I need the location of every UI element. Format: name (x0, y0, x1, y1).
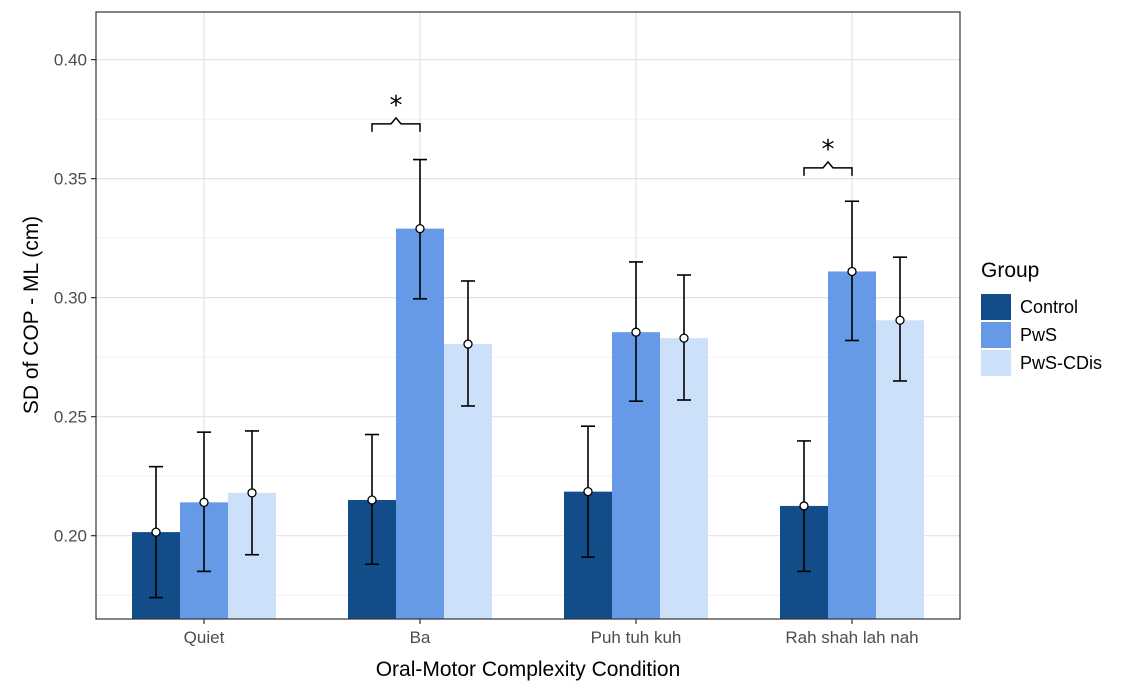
mean-point (895, 315, 905, 325)
y-tick-label: 0.30 (54, 289, 87, 308)
x-tick-label: Ba (410, 628, 431, 647)
legend-label-control: Control (1020, 297, 1078, 317)
x-tick-label: Rah shah lah nah (785, 628, 918, 647)
x-tick-label: Puh tuh kuh (591, 628, 682, 647)
y-axis: 0.20 0.25 0.30 0.35 0.40 (54, 51, 96, 546)
y-tick-label: 0.25 (54, 408, 87, 427)
legend: Group Control PwS PwS-CDis (981, 259, 1102, 376)
mean-point (679, 333, 689, 343)
x-axis: Quiet Ba Puh tuh kuh Rah shah lah nah (184, 619, 919, 647)
mean-point (583, 486, 593, 497)
legend-swatch-pws (981, 322, 1011, 348)
significance-label: * (822, 135, 835, 165)
legend-label-pws-cdis: PwS-CDis (1020, 353, 1102, 373)
mean-point (631, 327, 641, 337)
y-tick-label: 0.40 (54, 51, 87, 70)
legend-swatch-control (981, 294, 1011, 320)
mean-point (199, 497, 209, 508)
mean-point (463, 339, 473, 349)
plot-border (95, 11, 961, 620)
significance-label: * (390, 91, 403, 121)
mean-points (151, 223, 905, 537)
x-axis-title: Oral-Motor Complexity Condition (376, 658, 681, 681)
y-tick-label: 0.35 (54, 170, 87, 189)
mean-point (415, 223, 425, 234)
significance-bracket: * (371, 91, 421, 132)
y-axis-title: SD of COP - ML (cm) (20, 216, 43, 414)
x-tick-label: Quiet (184, 628, 225, 647)
mean-point (247, 488, 257, 498)
mean-point (799, 501, 809, 511)
significance-annotations: ** (371, 91, 853, 176)
legend-label-pws: PwS (1020, 325, 1057, 345)
mean-point (151, 527, 161, 537)
y-tick-label: 0.20 (54, 527, 87, 546)
significance-bracket: * (803, 135, 853, 176)
bracket-path (371, 116, 421, 132)
mean-point (847, 266, 857, 277)
mean-point (367, 495, 377, 505)
legend-swatch-pws-cdis (981, 350, 1011, 376)
legend-title: Group (981, 259, 1039, 282)
bracket-path (803, 160, 853, 176)
